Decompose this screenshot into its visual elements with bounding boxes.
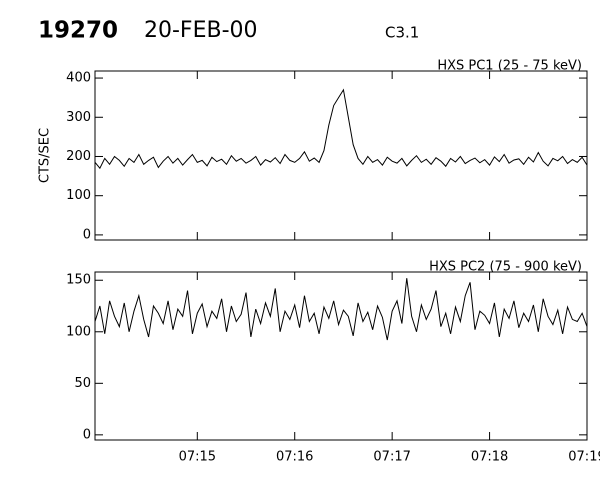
x-tick-label: 07:18 <box>471 450 508 465</box>
plot-frame <box>94 70 588 241</box>
x-tick-label: 07:15 <box>179 450 216 465</box>
y-tick-label: 100 <box>66 324 91 339</box>
x-tick-label: 07:19 <box>568 450 600 465</box>
y-axis-label: CTS/SEC <box>38 128 53 183</box>
event-id: 19270 <box>38 18 118 44</box>
panel-title: HXS PC1 (25 - 75 keV) <box>437 59 582 74</box>
y-tick-label: 0 <box>83 427 91 442</box>
flare-class: C3.1 <box>385 24 419 42</box>
x-tick-label: 07:17 <box>373 450 410 465</box>
event-date: 20-FEB-00 <box>144 18 258 43</box>
y-tick-label: 400 <box>66 71 91 86</box>
plot-frame <box>94 271 588 441</box>
data-line <box>94 88 588 170</box>
y-tick-label: 50 <box>74 376 91 391</box>
y-tick-label: 100 <box>66 188 91 203</box>
panel-title: HXS PC2 (75 - 900 keV) <box>429 260 582 275</box>
y-tick-label: 0 <box>83 227 91 242</box>
y-tick-label: 300 <box>66 110 91 125</box>
y-tick-label: 150 <box>66 273 91 288</box>
y-tick-label: 200 <box>66 149 91 164</box>
x-tick-label: 07:16 <box>276 450 313 465</box>
data-line <box>94 278 588 341</box>
